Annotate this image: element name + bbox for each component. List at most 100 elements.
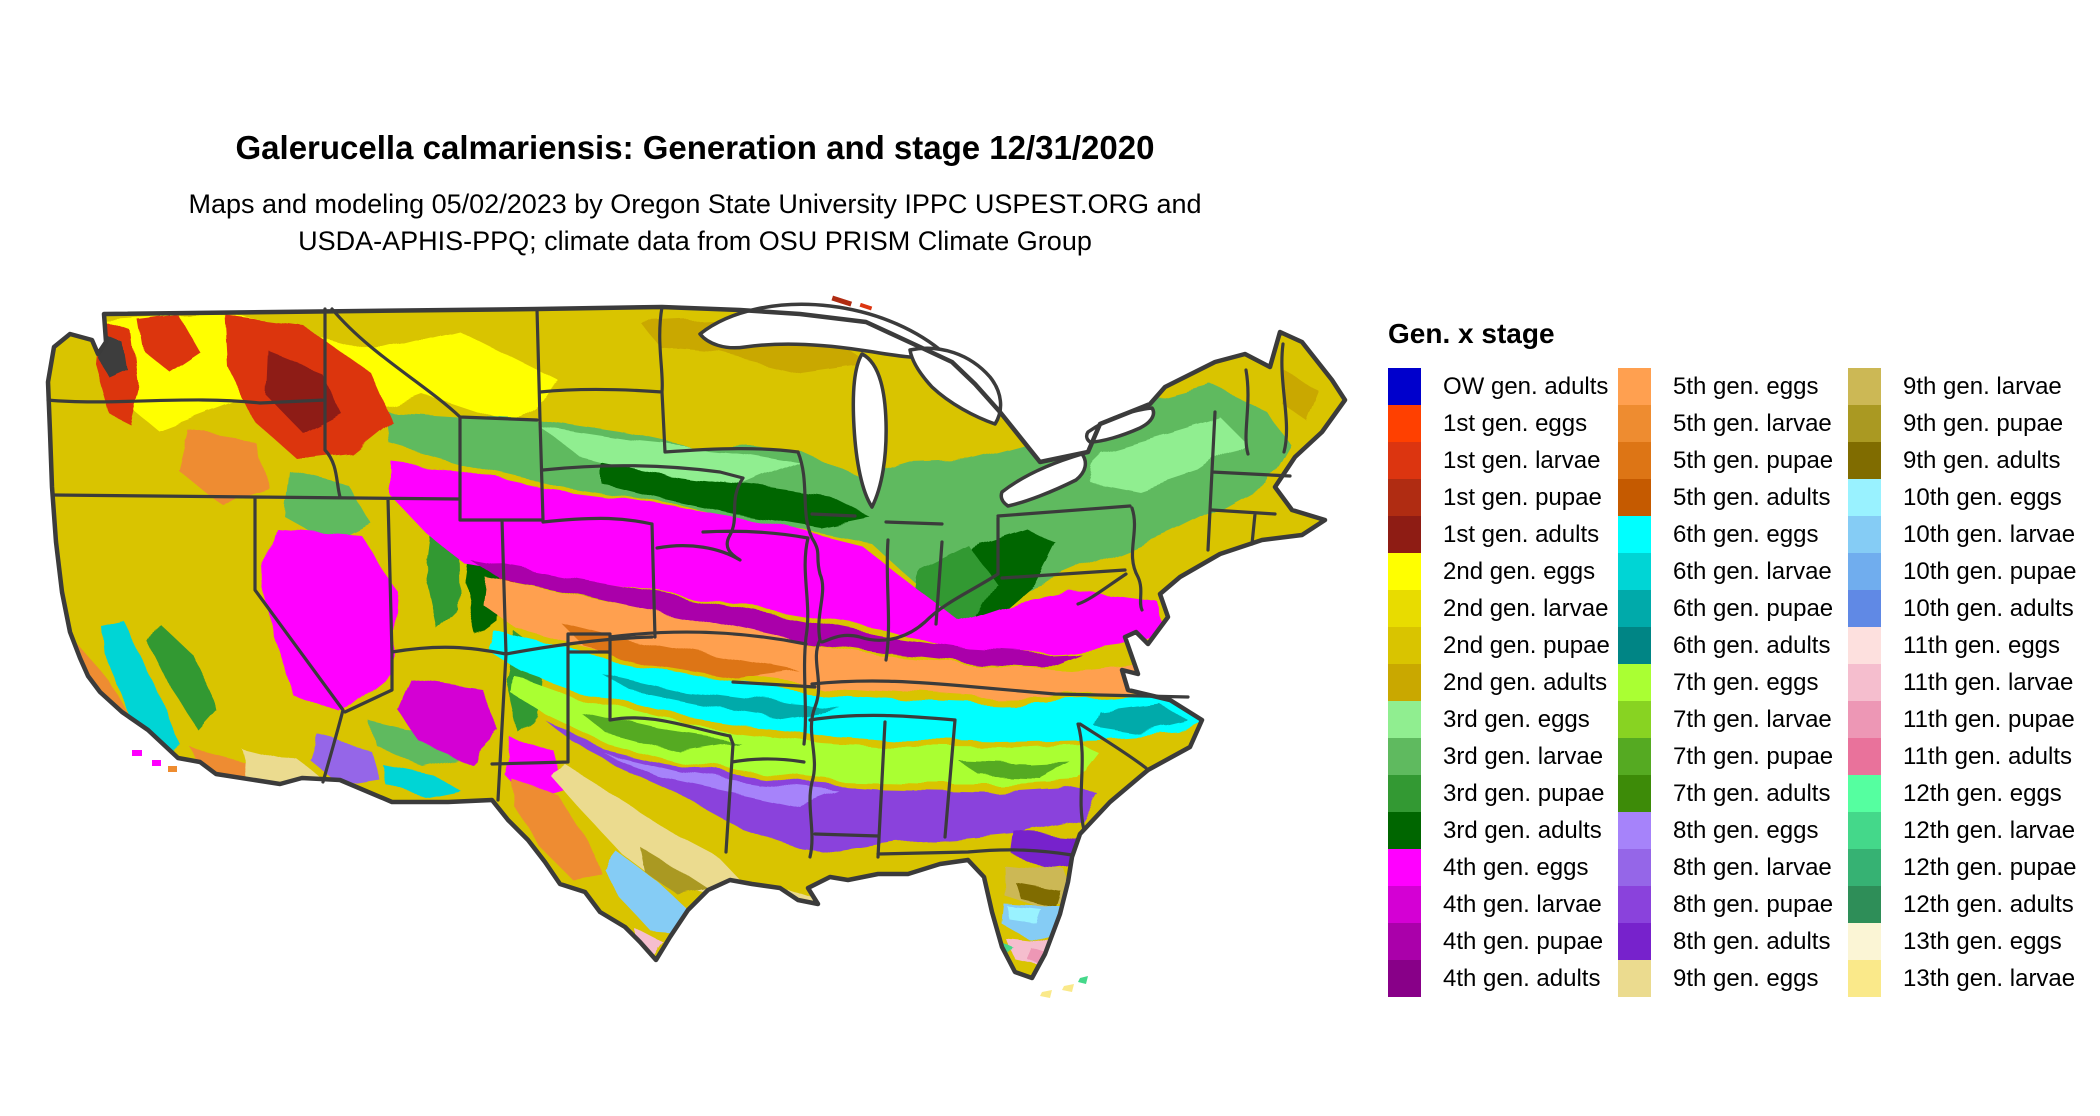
band-chartreuse-ga xyxy=(960,762,1070,778)
legend-label: 6th gen. eggs xyxy=(1673,520,1819,548)
legend-item: 4th gen. pupae xyxy=(1388,923,1618,960)
band-darkred-rockies xyxy=(268,352,340,432)
band-chartreuse-dark xyxy=(580,712,740,752)
legend-label: 4th gen. pupae xyxy=(1443,927,1604,955)
florida-keys-3 xyxy=(1078,976,1088,984)
legend-item: 3rd gen. pupae xyxy=(1388,775,1618,812)
legend-item: 5th gen. pupae xyxy=(1618,442,1848,479)
legend-label: 11th gen. pupae xyxy=(1903,705,2075,733)
band-red-nwa xyxy=(140,317,200,372)
legend-swatch xyxy=(1388,664,1421,701)
legend-item: 10th gen. eggs xyxy=(1848,479,2078,516)
legend-swatch xyxy=(1848,923,1881,960)
legend-swatch xyxy=(1848,405,1881,442)
legend-swatch xyxy=(1388,886,1421,923)
legend-label: 4th gen. larvae xyxy=(1443,890,1602,918)
legend-label: 12th gen. larvae xyxy=(1903,816,2076,844)
legend-swatch xyxy=(1388,442,1421,479)
legend-item: 11th gen. eggs xyxy=(1848,627,2078,664)
legend-swatch xyxy=(1618,590,1651,627)
legend-label: 8th gen. adults xyxy=(1673,927,1831,955)
lake-huron xyxy=(908,346,1003,426)
legend-item: 2nd gen. eggs xyxy=(1388,553,1618,590)
band-magenta-main xyxy=(392,462,1162,654)
legend-column-2: 5th gen. eggs 5th gen. larvae 5th gen. pup… xyxy=(1618,368,1848,997)
florida-keys-2 xyxy=(1062,984,1074,992)
legend-label: 5th gen. adults xyxy=(1673,483,1831,511)
legend-item: 7th gen. larvae xyxy=(1618,701,1848,738)
band-darkmagenta xyxy=(470,560,1080,667)
legend-item: OW gen. adults xyxy=(1388,368,1618,405)
legend-swatch xyxy=(1848,516,1881,553)
legend-label: 10th gen. pupae xyxy=(1903,557,2077,585)
legend-label: 8th gen. eggs xyxy=(1673,816,1819,844)
isle-royale-speck xyxy=(831,295,853,307)
band-cyan-main xyxy=(488,632,1218,742)
legend-label: 7th gen. eggs xyxy=(1673,668,1819,696)
legend-swatch xyxy=(1848,960,1881,997)
legend-label: 6th gen. pupae xyxy=(1673,594,1834,622)
legend-swatch xyxy=(1848,886,1881,923)
channel-island-2 xyxy=(152,760,161,766)
legend-label: 3rd gen. pupae xyxy=(1443,779,1605,807)
legend-item: 5th gen. larvae xyxy=(1618,405,1848,442)
band-green-mogollon xyxy=(370,722,460,764)
channel-island-1 xyxy=(132,750,142,756)
legend-item: 7th gen. pupae xyxy=(1618,738,1848,775)
legend-label: 1st gen. eggs xyxy=(1443,409,1588,437)
legend-title: Gen. x stage xyxy=(1388,318,1555,349)
band-teal-nc xyxy=(1095,704,1190,734)
legend-column-1: OW gen. adults 1st gen. eggs 1st gen. larv… xyxy=(1388,368,1618,997)
legend-item: 9th gen. adults xyxy=(1848,442,2078,479)
us-map xyxy=(40,292,1360,1024)
legend-label: 2nd gen. larvae xyxy=(1443,594,1609,622)
legend-label: 8th gen. larvae xyxy=(1673,853,1832,881)
band-darkorange xyxy=(560,622,800,680)
band-tan-stx xyxy=(552,767,740,894)
legend-item: 1st gen. larvae xyxy=(1388,442,1618,479)
band-pink-stx xyxy=(634,928,665,960)
legend-item: 6th gen. pupae xyxy=(1618,590,1848,627)
legend-swatch xyxy=(1388,701,1421,738)
legend-label: 9th gen. eggs xyxy=(1673,964,1819,992)
legend-label: 2nd gen. adults xyxy=(1443,668,1608,696)
legend-columns: OW gen. adults 1st gen. eggs 1st gen. larv… xyxy=(1388,368,2098,997)
legend-item: 12th gen. adults xyxy=(1848,886,2078,923)
legend-item: 6th gen. adults xyxy=(1618,627,1848,664)
legend-item: 1st gen. adults xyxy=(1388,516,1618,553)
legend-label: 2nd gen. eggs xyxy=(1443,557,1596,585)
isle-royale-speck-2 xyxy=(859,302,873,311)
band-orange-main xyxy=(482,577,1165,698)
legend-label: 9th gen. adults xyxy=(1903,446,2061,474)
legend-swatch xyxy=(1848,368,1881,405)
legend-swatch xyxy=(1618,775,1651,812)
legend-swatch xyxy=(1388,775,1421,812)
national-outline xyxy=(45,304,1348,981)
legend-item: 10th gen. larvae xyxy=(1848,516,2078,553)
legend-label: 5th gen. pupae xyxy=(1673,446,1834,474)
band-gold-maine xyxy=(1280,372,1320,422)
lake-michigan xyxy=(851,352,888,509)
legend-label: 10th gen. eggs xyxy=(1903,483,2062,511)
legend-swatch xyxy=(1388,516,1421,553)
band-purple-light xyxy=(605,754,840,807)
band-cyan-az xyxy=(380,762,460,797)
band-lightblue-fl xyxy=(1005,904,1040,922)
band-purple-main xyxy=(545,720,1098,852)
legend-swatch xyxy=(1618,442,1651,479)
legend-item: 2nd gen. adults xyxy=(1388,664,1618,701)
legend-label: 3rd gen. eggs xyxy=(1443,705,1590,733)
legend-swatch xyxy=(1618,849,1651,886)
band-magenta-aznm xyxy=(395,677,500,762)
band-cyan-cavalley xyxy=(102,622,180,754)
legend-swatch xyxy=(1388,405,1421,442)
legend-label: 5th gen. eggs xyxy=(1673,372,1819,400)
legend-swatch xyxy=(1618,664,1651,701)
page-title: Galerucella calmariensis: Generation and… xyxy=(235,129,1155,166)
legend-label: 1st gen. adults xyxy=(1443,520,1600,548)
legend-item: 13th gen. eggs xyxy=(1848,923,2078,960)
legend-swatch xyxy=(1618,553,1651,590)
legend-item: 6th gen. eggs xyxy=(1618,516,1848,553)
legend-label: 12th gen. eggs xyxy=(1903,779,2062,807)
